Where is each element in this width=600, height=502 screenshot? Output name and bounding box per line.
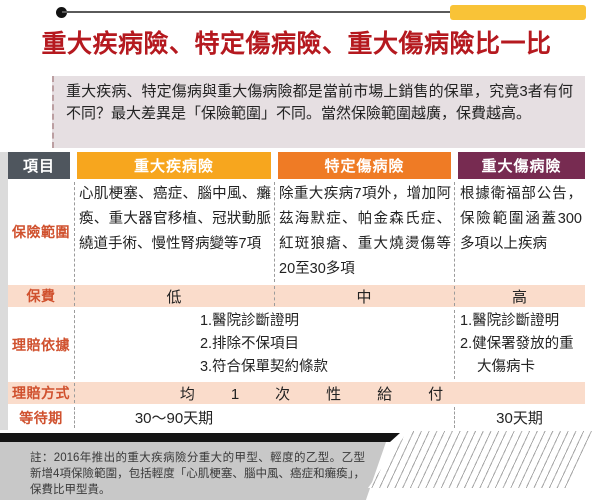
table-row-claim-method: 理賠方式 均1次性給付: [8, 382, 585, 404]
scope-specified-injury-cell: 除重大疾病7項外，增加阿茲海默症、帕金森氏症、紅斑狼瘡、重大燒燙傷等20至30多…: [279, 186, 451, 277]
column-header-major-illness: 重大疾病險: [77, 152, 271, 179]
premium-low-cell: 低: [166, 288, 182, 306]
claim-basis-major-injury-cell: 1.醫院診斷證明 2.健保署發放的重大傷病卡: [460, 310, 584, 379]
intro-paragraph: 重大疾病、特定傷病與重大傷病險都是當前市場上銷售的保單，究竟3者有何不同？最大差…: [52, 76, 585, 148]
waiting-period-major-injury-cell: 30天期: [496, 410, 543, 427]
column-divider: [454, 407, 455, 428]
footer-note-box: [0, 442, 386, 500]
column-divider: [74, 407, 75, 428]
claim-method-merged-cell: 均1次性給付: [179, 385, 480, 403]
column-divider: [274, 182, 275, 282]
claim-basis-item: 3.符合保單契約條款: [199, 359, 329, 375]
table-row-waiting-period: 等待期 30～90天期 30天期: [8, 406, 585, 429]
column-divider: [74, 310, 75, 379]
scope-major-injury-cell: 根據衛福部公告，保險範圍涵蓋300多項以上疾病: [460, 186, 582, 252]
claim-basis-shared-cell: 1.醫院診斷證明 2.排除不保項目 3.符合保單契約條款: [74, 310, 454, 379]
row-label-claim-basis: 理賠依據: [12, 336, 70, 353]
claim-basis-item: 2.排除不保項目: [199, 336, 300, 352]
column-header-item: 項目: [8, 152, 70, 179]
row-label-claim-method: 理賠方式: [12, 385, 70, 401]
table-left-margin-strip: [0, 152, 8, 430]
column-divider: [74, 383, 75, 403]
row-label-premium: 保費: [26, 288, 56, 304]
claim-basis-item: 2.健保署發放的重大傷病卡: [460, 336, 574, 375]
row-label-waiting-period: 等待期: [19, 409, 63, 426]
waiting-period-shared-cell: 30～90天期: [134, 410, 214, 427]
table-row-premium: 保費 低 中 高: [8, 285, 585, 307]
column-divider: [74, 182, 75, 282]
column-header-specified-injury: 特定傷病險: [278, 152, 451, 179]
header-rule-line: [62, 11, 450, 13]
diagonal-hatch-decoration: [368, 431, 593, 488]
claim-basis-item: 1.醫院診斷證明: [460, 313, 560, 329]
table-row-scope: 保險範圍 心肌梗塞、癌症、腦中風、癱瘓、重大器官移植、冠狀動脈繞道手術、慢性腎病…: [8, 181, 585, 283]
column-divider: [454, 310, 455, 379]
footnote-text: 註：2016年推出的重大疾病險分重大的甲型、輕度的乙型。乙型新增4項保險範圍，包…: [30, 452, 365, 496]
premium-medium-cell: 中: [356, 288, 372, 306]
column-divider: [74, 286, 75, 306]
column-divider: [454, 182, 455, 282]
table-header-row: 項目 重大疾病險 特定傷病險 重大傷病險: [8, 152, 585, 179]
bullet-dot-icon: [56, 7, 67, 18]
claim-basis-item: 1.醫院診斷證明: [199, 313, 300, 329]
scope-major-illness-cell: 心肌梗塞、癌症、腦中風、癱瘓、重大器官移植、冠狀動脈繞道手術、慢性腎病變等7項: [79, 186, 271, 252]
table-row-claim-basis: 理賠依據 1.醫院診斷證明 2.排除不保項目 3.符合保單契約條款 1.醫院診斷…: [8, 309, 585, 380]
column-header-major-injury: 重大傷病險: [458, 152, 585, 179]
column-divider: [454, 286, 455, 306]
accent-yellow-bar: [450, 5, 586, 20]
row-label-scope: 保險範圍: [12, 224, 70, 240]
column-divider: [274, 286, 275, 306]
premium-high-cell: 高: [511, 288, 527, 306]
footer-black-bar: [0, 433, 400, 442]
page-title: 重大疾病險、特定傷病險、重大傷病險比一比: [41, 31, 552, 58]
